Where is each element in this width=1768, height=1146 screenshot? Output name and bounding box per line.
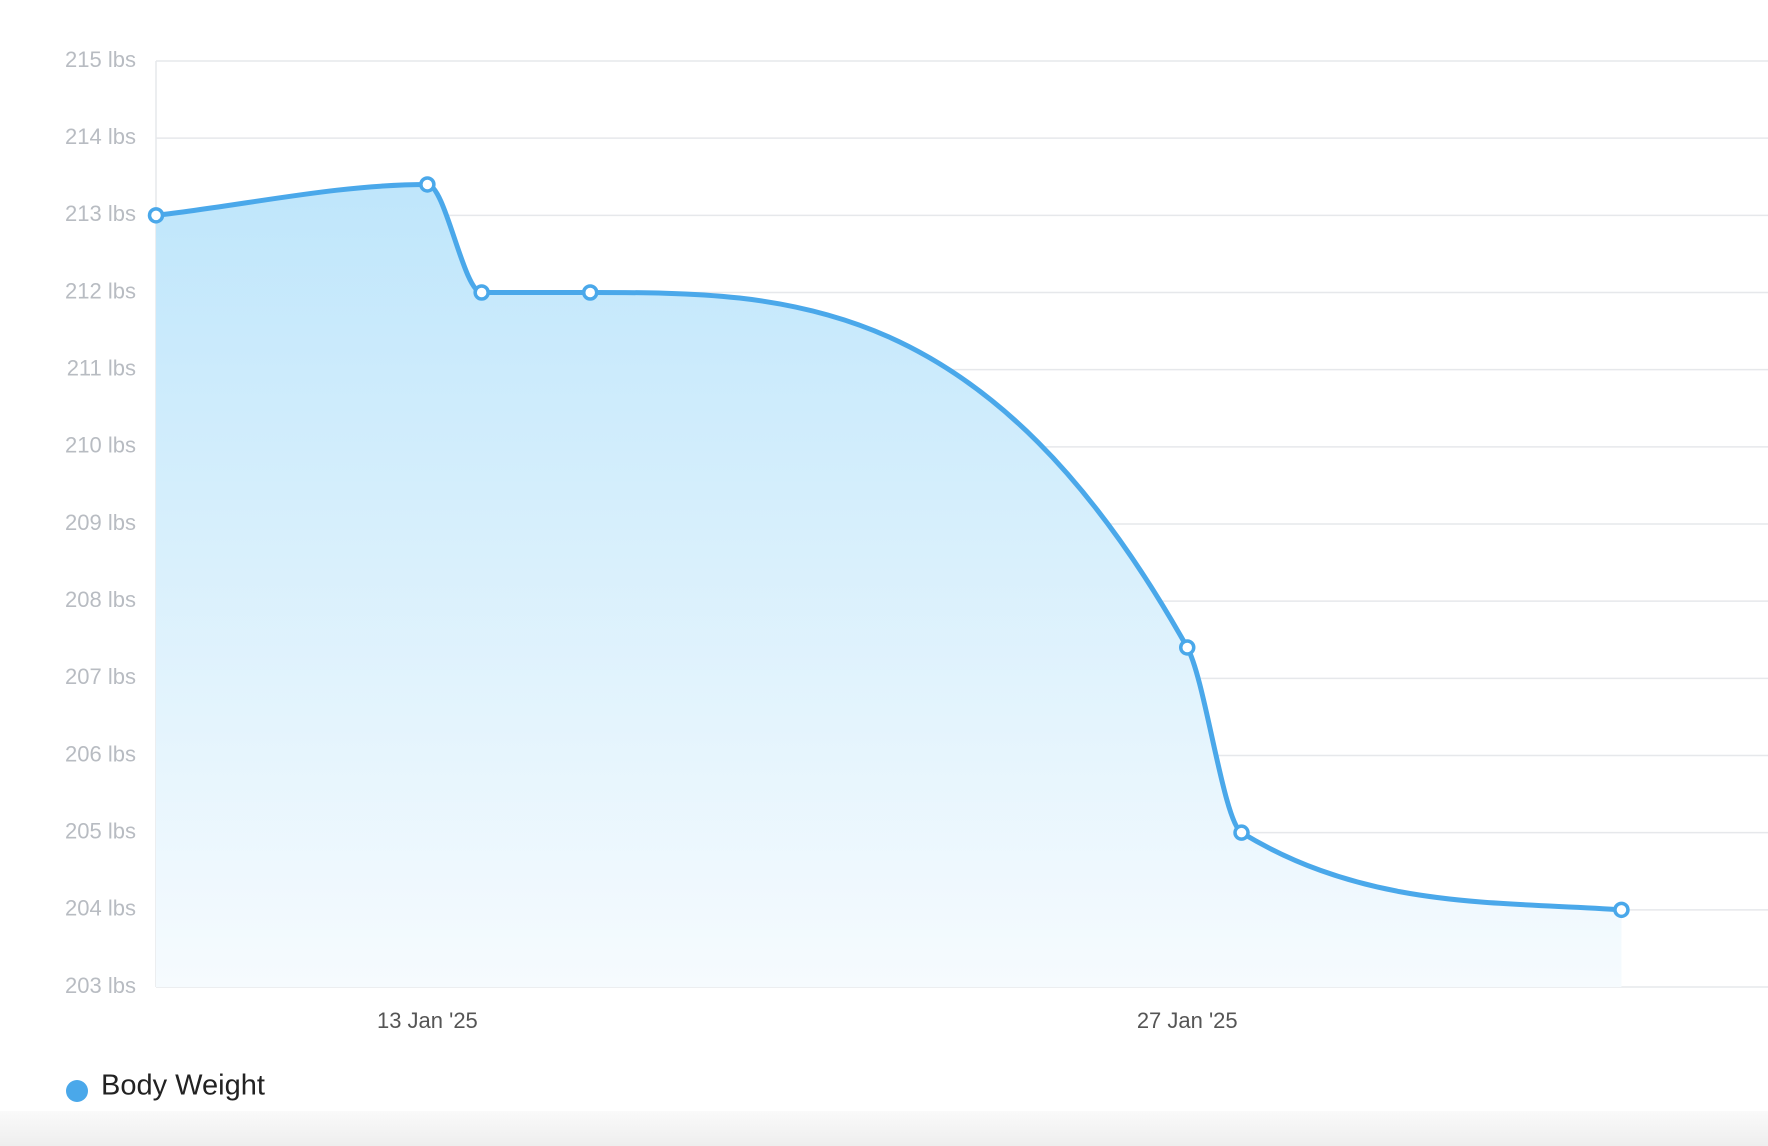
y-tick-label: 204 lbs	[65, 896, 136, 921]
point	[1613, 901, 1630, 919]
y-tick-label: 203 lbs	[65, 973, 136, 998]
legend-marker	[66, 1080, 88, 1102]
point	[419, 176, 436, 193]
legend-label: Body Weight	[101, 1070, 265, 1102]
y-tick-label: 207 lbs	[65, 664, 136, 689]
point	[473, 284, 490, 301]
y-tick-label: 206 lbs	[65, 741, 136, 766]
y-tick-label: 205 lbs	[65, 818, 136, 843]
y-tick-label: 212 lbs	[65, 278, 136, 303]
y-tick-label: 213 lbs	[65, 201, 136, 226]
point	[1178, 639, 1196, 656]
y-tick-label: 209 lbs	[65, 510, 136, 535]
y-tick-label: 211 lbs	[67, 355, 136, 380]
point	[1233, 824, 1250, 841]
x-tick-label: 27 Jan '25	[1137, 1008, 1238, 1033]
y-tick-label: 214 lbs	[65, 124, 136, 149]
footer-bar	[0, 1111, 1768, 1146]
point	[581, 284, 599, 301]
point	[147, 207, 165, 224]
x-tick-label: 13 Jan '25	[377, 1008, 478, 1033]
y-tick-label: 210 lbs	[65, 433, 136, 458]
y-tick-label: 215 lbs	[65, 47, 136, 72]
area-fill	[156, 184, 1622, 987]
y-tick-label: 208 lbs	[65, 587, 136, 612]
